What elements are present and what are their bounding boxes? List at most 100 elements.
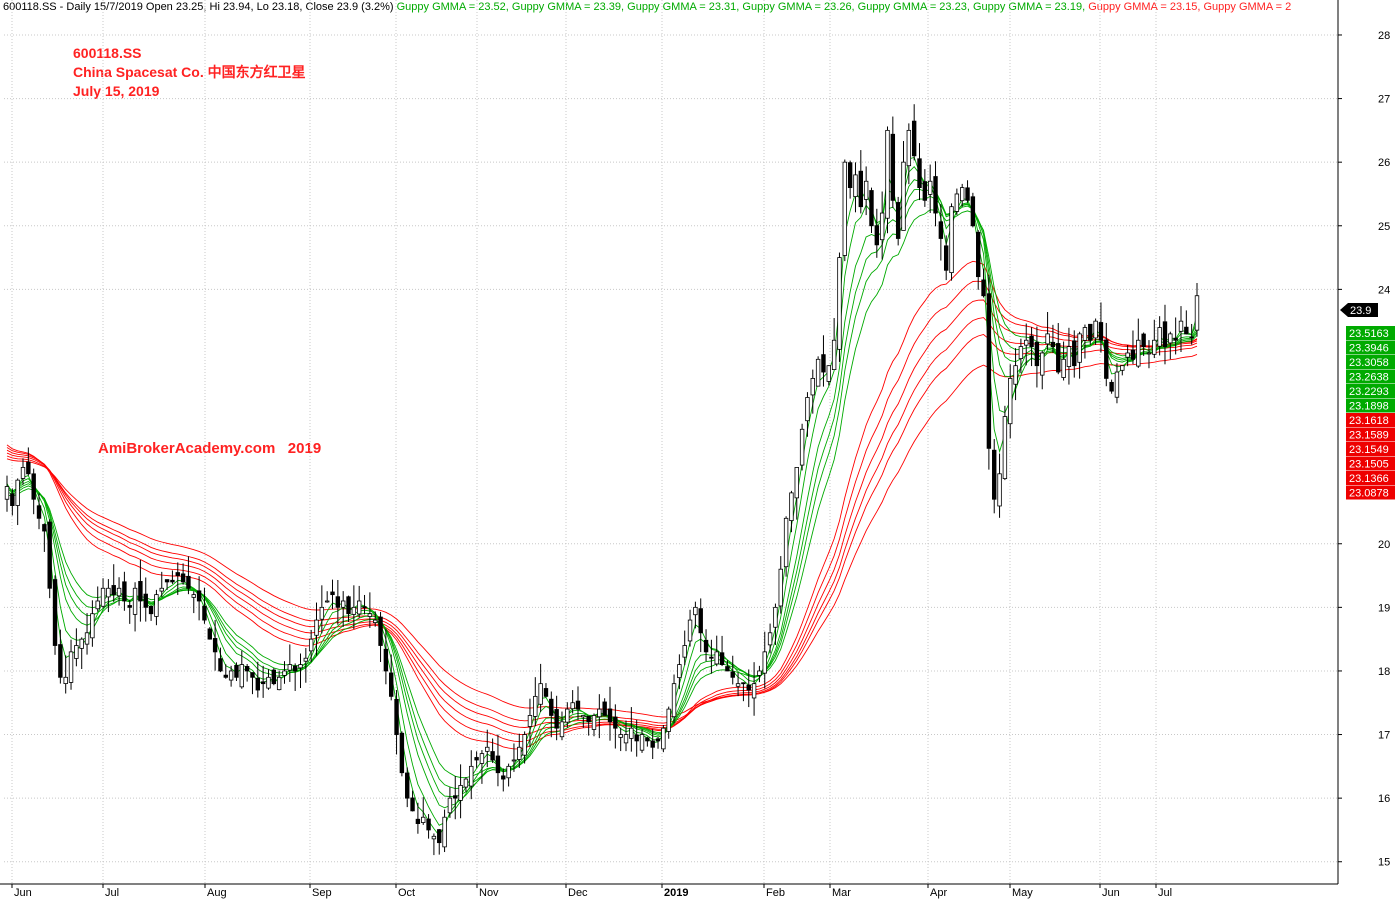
candle-body bbox=[581, 715, 586, 718]
candle-body bbox=[362, 606, 367, 609]
x-tick-label: Feb bbox=[766, 887, 785, 899]
y-tick-label: 25 bbox=[1378, 221, 1390, 233]
candle-body bbox=[735, 683, 741, 687]
candle-body bbox=[874, 225, 880, 246]
candle-body bbox=[330, 591, 335, 596]
x-tick-label: Dec bbox=[568, 887, 588, 899]
candle-body bbox=[186, 575, 191, 589]
candle-body bbox=[175, 572, 180, 576]
header-gmma-item: Guppy GMMA = 2 bbox=[1200, 1, 1292, 13]
gmma-value-box bbox=[1346, 471, 1395, 485]
candle-body bbox=[826, 365, 831, 382]
candle-body bbox=[960, 187, 965, 202]
gmma-value-box bbox=[1346, 398, 1395, 413]
candle-body bbox=[992, 449, 997, 500]
candle-body bbox=[1189, 336, 1194, 339]
chart-annotation-block: 600118.SS China Spacesat Co. 中国东方红卫星 Jul… bbox=[73, 44, 306, 101]
candle-body bbox=[591, 715, 597, 730]
candle-body bbox=[906, 129, 912, 167]
short-ema-line bbox=[6, 195, 1198, 790]
candle-body bbox=[629, 727, 634, 739]
candle-body bbox=[159, 587, 164, 592]
candle-body bbox=[276, 676, 282, 691]
candle-body bbox=[58, 644, 63, 678]
candle-body bbox=[655, 738, 661, 742]
candle-body bbox=[623, 734, 629, 744]
candle-body bbox=[122, 581, 127, 602]
candle-body bbox=[1146, 352, 1152, 355]
x-tick-label: Jun bbox=[14, 887, 32, 899]
candle-body bbox=[84, 632, 90, 645]
candle-body bbox=[79, 638, 84, 649]
candle-body bbox=[815, 358, 821, 387]
candle-body bbox=[1141, 333, 1146, 348]
candle-body bbox=[394, 698, 399, 735]
candle-body bbox=[661, 727, 666, 750]
candle-body bbox=[127, 605, 132, 608]
header-gmma-item: Guppy GMMA = 23.52, bbox=[396, 1, 509, 13]
short-ema-line bbox=[6, 179, 1198, 809]
candle-body bbox=[805, 397, 810, 422]
candle-body bbox=[1194, 295, 1200, 331]
header-gmma-item: Guppy GMMA = 23.23, bbox=[854, 1, 970, 13]
candle-body bbox=[196, 590, 202, 602]
candle-body bbox=[1173, 337, 1178, 341]
candle-body bbox=[495, 755, 501, 774]
candle-body bbox=[671, 683, 677, 718]
candle-body bbox=[234, 665, 239, 678]
y-tick-label: 26 bbox=[1378, 157, 1390, 169]
candle-body bbox=[314, 619, 319, 636]
candle-body bbox=[949, 206, 954, 274]
candle-body bbox=[389, 672, 394, 697]
candle-body bbox=[981, 279, 986, 297]
candle-body bbox=[575, 700, 581, 710]
long-ema-line bbox=[6, 334, 1198, 724]
gmma-value-label: 23.2638 bbox=[1349, 372, 1389, 384]
candle-body bbox=[714, 651, 719, 665]
candle-body bbox=[922, 181, 928, 201]
candle-body bbox=[730, 671, 735, 678]
candle-body bbox=[639, 734, 645, 751]
candle-body bbox=[474, 757, 479, 761]
candle-body bbox=[180, 573, 186, 583]
gmma-value-label: 23.1549 bbox=[1349, 444, 1389, 456]
long-ema-line bbox=[6, 280, 1198, 743]
candle-body bbox=[997, 473, 1002, 507]
candle-body bbox=[154, 594, 159, 617]
candle-body bbox=[677, 664, 682, 679]
gmma-value-label: 23.2293 bbox=[1349, 386, 1389, 398]
y-tick-label: 28 bbox=[1378, 30, 1390, 42]
watermark-text: AmiBrokerAcademy.com 2019 bbox=[98, 440, 322, 457]
gmma-value-box bbox=[1346, 485, 1395, 500]
candle-body bbox=[148, 605, 154, 615]
candle-body bbox=[207, 628, 212, 640]
short-ema-line bbox=[6, 209, 1198, 779]
candle-body bbox=[68, 651, 74, 683]
candle-body bbox=[116, 587, 122, 597]
short-term-gmma bbox=[6, 156, 1198, 837]
candle-body bbox=[52, 579, 58, 646]
candle-body bbox=[308, 638, 314, 652]
x-tick-label: Jul bbox=[105, 887, 119, 899]
candle-body bbox=[292, 665, 298, 672]
candle-body bbox=[100, 587, 106, 607]
x-tick-label: 2019 bbox=[664, 887, 688, 899]
candle-body bbox=[773, 606, 778, 628]
candle-body bbox=[810, 378, 815, 396]
candle-body bbox=[933, 176, 938, 214]
candlesticks bbox=[4, 104, 1200, 856]
candle-body bbox=[485, 746, 490, 752]
candle-body bbox=[597, 708, 602, 718]
candle-body bbox=[1082, 327, 1088, 341]
short-ema-line bbox=[6, 156, 1198, 837]
last-close-marker bbox=[1340, 303, 1378, 317]
gmma-value-box bbox=[1346, 369, 1395, 384]
candle-body bbox=[260, 681, 266, 685]
candle-body bbox=[869, 190, 874, 227]
candle-body bbox=[698, 608, 703, 634]
candle-body bbox=[415, 818, 421, 824]
candle-body bbox=[1088, 323, 1093, 341]
candle-body bbox=[212, 638, 218, 653]
candle-body bbox=[335, 596, 341, 608]
